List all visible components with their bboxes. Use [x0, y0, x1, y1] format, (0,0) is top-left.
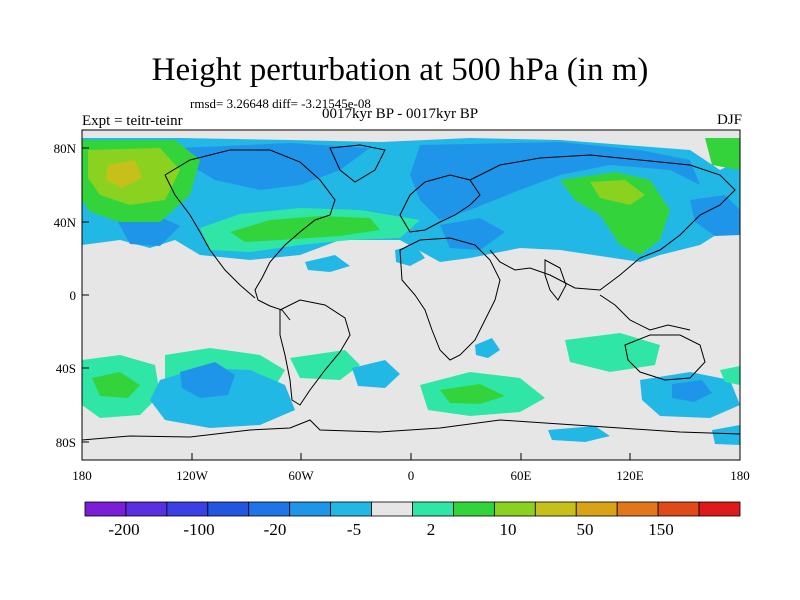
season-label: DJF — [716, 112, 742, 128]
stats-line: rmsd= 3.26648 diff= -3.21545e-08 — [190, 96, 371, 111]
coast-north-america-west — [164, 174, 256, 299]
experiment-label: Expt = teitr-teinr — [82, 113, 183, 129]
coast-africa — [399, 237, 501, 361]
contour-blue-small-east — [395, 245, 425, 266]
main-title: Height perturbation at 500 hPa (in m) — [151, 52, 649, 88]
colorbar-swatch — [330, 501, 372, 517]
colorbar-swatch — [125, 501, 168, 517]
contour-blue-small-africa — [475, 338, 500, 358]
colorbar-swatch — [453, 501, 495, 517]
contour-green-dark-south-indian — [440, 384, 505, 404]
colorbar-label: -200 — [108, 520, 139, 539]
period-label: 0017kyr BP - 0017kyr BP — [321, 106, 479, 122]
colorbar-swatch — [248, 501, 291, 517]
contour-blue-deep-eurasia — [410, 142, 700, 220]
colorbar — [84, 501, 741, 517]
colorbar-swatch — [412, 501, 454, 517]
coast-greenland — [329, 144, 386, 183]
contour-green-asia — [560, 172, 670, 255]
latitude-labels: 80N 40N 0 40S 80S — [54, 141, 77, 450]
colorbar-labels: -200 -100 -20 -5 2 10 50 150 — [108, 520, 673, 539]
lon-label: 0 — [408, 468, 415, 483]
coast-north-america — [164, 149, 336, 321]
lat-label: 80N — [54, 141, 77, 156]
colorbar-label: 50 — [577, 520, 594, 539]
lon-label: 120W — [176, 468, 209, 483]
coast-europe — [399, 174, 481, 233]
coast-antarctica — [82, 419, 740, 441]
lon-label: 60E — [511, 468, 532, 483]
lon-label: 180 — [730, 468, 750, 483]
colorbar-label: -100 — [183, 520, 214, 539]
colorbar-swatch — [289, 501, 332, 517]
contour-blue-deep-atlantic — [440, 218, 505, 250]
coast-india — [544, 259, 567, 301]
contour-green-south-australia — [565, 333, 660, 372]
coastlines — [82, 144, 740, 441]
colorbar-swatch — [166, 501, 209, 517]
colorbar-swatch — [207, 501, 250, 517]
lon-label: 180 — [72, 468, 92, 483]
contour-blue-small-west — [305, 255, 350, 272]
colorbar-swatch — [493, 501, 536, 517]
colorbar-label: -5 — [347, 520, 361, 539]
colorbar-swatch — [84, 501, 127, 517]
contour-green-dark-north-atlantic — [230, 216, 380, 242]
lat-label: 0 — [70, 288, 77, 303]
colorbar-label: -20 — [264, 520, 287, 539]
colorbar-label: 10 — [500, 520, 517, 539]
coast-south-america — [279, 299, 351, 406]
contour-olive-alaska — [106, 160, 142, 188]
colorbar-swatch — [657, 501, 700, 517]
lon-label: 60W — [288, 468, 314, 483]
contour-green-south-atlantic-west — [290, 350, 360, 380]
coast-southeast-asia — [599, 294, 691, 331]
contour-yellowgreen-asia — [590, 180, 645, 205]
contour-blue-south-atlantic — [352, 360, 400, 388]
contour-blue-far-south — [548, 426, 610, 442]
contour-green-dark-south-pacific-west — [92, 372, 140, 398]
contour-green-southeast-corner — [720, 366, 740, 385]
longitude-labels: 180 120W 60W 0 60E 120E 180 — [72, 468, 750, 483]
axis-tick-marks — [81, 147, 741, 460]
lon-label: 120E — [616, 468, 644, 483]
colorbar-swatch — [534, 501, 577, 517]
colorbar-swatch — [575, 501, 618, 517]
colorbar-label: 150 — [648, 520, 674, 539]
contour-green-east-pacific — [705, 138, 740, 170]
lat-label: 40S — [56, 361, 76, 376]
lat-label: 40N — [54, 215, 77, 230]
colorbar-swatch — [371, 501, 413, 517]
coast-australia — [624, 334, 706, 381]
coast-asia — [469, 154, 736, 291]
contour-blue-southeast-corner — [712, 425, 740, 445]
colorbar-swatch — [698, 501, 741, 517]
contour-field — [82, 130, 740, 460]
colorbar-label: 2 — [427, 520, 436, 539]
contour-blue-deep-northwest — [180, 143, 370, 190]
colorbar-swatch — [616, 501, 659, 517]
lat-label: 80S — [56, 435, 76, 450]
contour-blue-deep-south-pacific — [180, 362, 235, 398]
contour-blue-deep-south-australia — [672, 380, 712, 402]
contour-blue-deep-japan — [690, 195, 740, 236]
